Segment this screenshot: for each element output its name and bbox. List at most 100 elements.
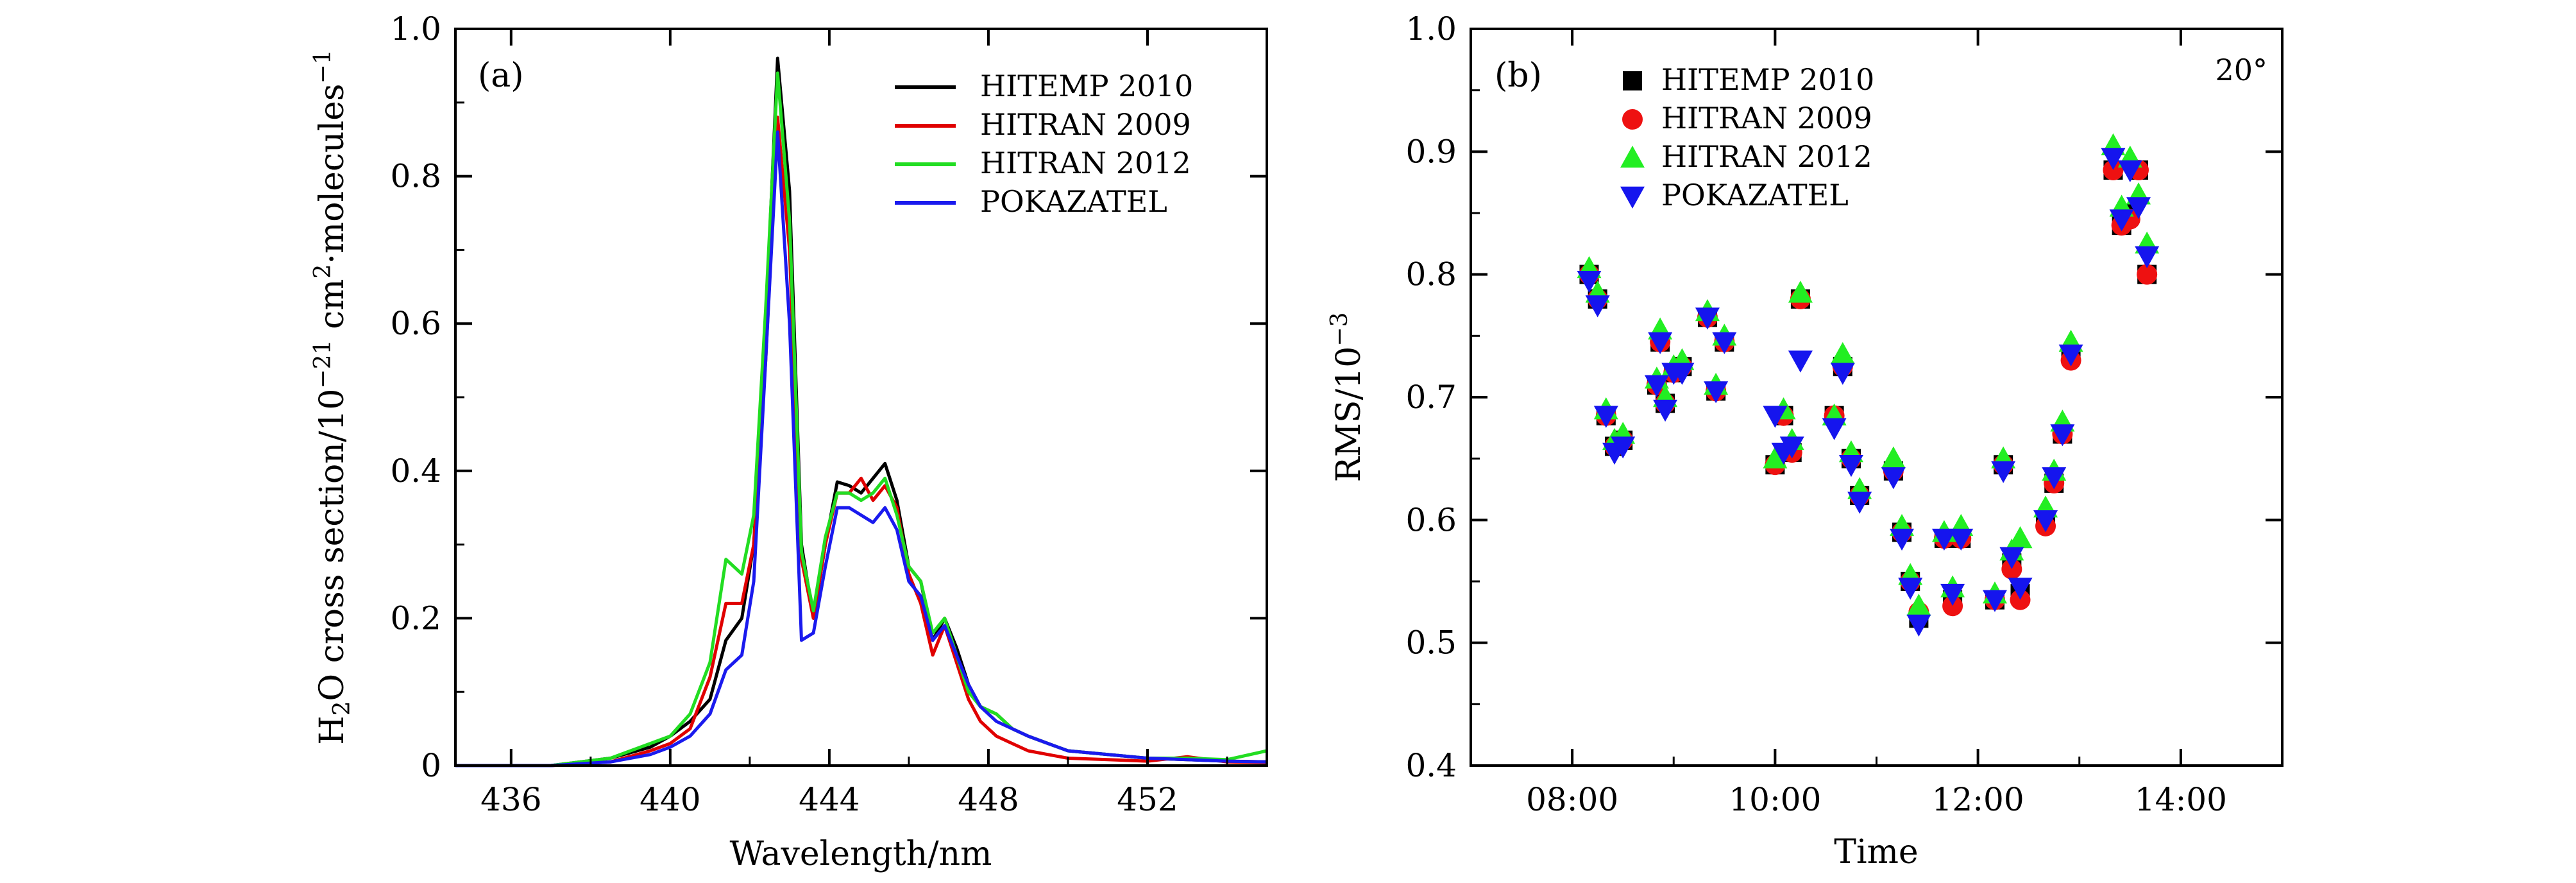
b-point <box>1881 467 1906 490</box>
b-point <box>1670 363 1695 385</box>
b-point <box>2101 148 2126 170</box>
b-y-tick-label: 0.5 <box>1405 624 1457 662</box>
b-point <box>1822 418 1847 440</box>
a-legend-label: HITRAN 2012 <box>980 146 1191 180</box>
b-point <box>2008 526 2033 549</box>
b-point <box>2010 589 2031 610</box>
b-point <box>1890 528 1915 551</box>
a-y-tick-label: 0.8 <box>390 158 441 195</box>
b-point <box>1838 455 1863 477</box>
a-legend: HITEMP 2010 HITRAN 2009 HITRAN 2012 POKAZAT… <box>895 69 1193 219</box>
a-y-axis-label: H2O cross section/10−21 cm2·molecules−1 <box>310 49 355 744</box>
b-point <box>1982 590 2007 612</box>
a-legend-label: HITRAN 2009 <box>980 107 1191 142</box>
b-point <box>2135 246 2160 268</box>
a-ylabel-sup2: 2 <box>310 264 336 279</box>
b-point <box>1830 363 1855 385</box>
b-point <box>1648 332 1673 354</box>
b-legend-label: HITEMP 2010 <box>1661 62 1874 97</box>
b-legend-label: HITRAN 2012 <box>1661 139 1872 174</box>
b-y-tick-label: 0.6 <box>1405 501 1457 538</box>
a-x-axis-label: Wavelength/nm <box>730 835 992 873</box>
b-point <box>1788 350 1813 373</box>
a-panel-label: (a) <box>478 56 524 95</box>
a-ylabel-mid2: cm <box>313 279 352 340</box>
b-point <box>1644 375 1669 397</box>
b-x-tick-label: 14:00 <box>2135 781 2227 818</box>
b-point <box>1991 461 2016 483</box>
b-x-tick-label: 10:00 <box>1729 781 1821 818</box>
b-y-tick-label: 0.9 <box>1405 133 1457 170</box>
a-y-tick-label: 0.6 <box>390 305 441 342</box>
b-point <box>1704 381 1729 404</box>
b-point <box>1779 436 1804 459</box>
b-point <box>2103 160 2124 181</box>
b-point <box>1906 594 1931 616</box>
a-series-line-3 <box>455 130 1267 767</box>
b-point <box>1788 280 1813 303</box>
b-point <box>1593 406 1618 428</box>
b-point <box>1847 492 1872 514</box>
a-legend-label: POKAZATEL <box>980 184 1167 219</box>
a-x-ticks: 436 440 444 448 452 <box>480 29 1228 818</box>
b-point <box>2117 160 2142 183</box>
b-point <box>1763 446 1788 468</box>
a-y-ticks: 0 0.2 0.4 0.6 0.8 1.0 <box>390 10 1267 784</box>
b-legend-marker <box>1620 146 1645 168</box>
panel-a: 436 440 444 448 452 0 0.2 0.4 0.6 0.8 1.0 (a) Wav… <box>310 10 1268 873</box>
b-point <box>2050 424 2075 447</box>
b-x-tick-label: 08:00 <box>1526 781 1618 818</box>
b-ylabel-sup: −3 <box>1326 313 1353 347</box>
a-ylabel-mid: O cross section/10 <box>313 388 352 701</box>
a-series-line-1 <box>455 116 1267 767</box>
b-point <box>1763 406 1788 428</box>
b-point <box>1999 547 2024 569</box>
b-point <box>2001 558 2022 579</box>
a-ylabel-prefix: H <box>313 716 352 744</box>
b-point <box>1898 578 1923 600</box>
b-x-ticks: 08:00 10:00 12:00 14:00 <box>1526 29 2227 818</box>
b-series-3 <box>1577 148 2160 637</box>
b-point <box>1585 295 1610 318</box>
b-x-tick-label: 12:00 <box>1932 781 2024 818</box>
a-ylabel-sub: 2 <box>329 701 355 716</box>
a-y-tick-label: 0.4 <box>390 452 441 490</box>
b-point <box>1830 342 1855 364</box>
b-plot-frame <box>1470 28 2284 767</box>
b-legend-marker <box>1620 186 1645 209</box>
b-x-axis-label: Time <box>1834 833 1918 871</box>
b-point <box>1949 528 1974 551</box>
b-legend-label: POKAZATEL <box>1661 178 1849 212</box>
b-point <box>1577 271 1602 293</box>
a-ylabel-mid3: ·molecules <box>313 83 352 264</box>
b-legend-marker <box>1622 109 1643 130</box>
b-point <box>2109 209 2134 232</box>
a-x-tick-label: 452 <box>1117 781 1178 818</box>
b-point <box>2008 578 2033 600</box>
a-x-tick-label: 444 <box>799 781 860 818</box>
b-point <box>1653 399 1678 422</box>
a-y-tick-label: 0.2 <box>390 599 441 637</box>
b-point <box>1695 307 1720 330</box>
b-panel-label: (b) <box>1495 56 1542 95</box>
b-point <box>1940 583 1965 606</box>
b-y-axis-label: RMS/10−3 <box>1326 313 1368 483</box>
a-x-tick-label: 448 <box>958 781 1019 818</box>
b-y-tick-label: 1.0 <box>1405 10 1457 47</box>
panel-b: 08:00 10:00 12:00 14:00 0.4 0.5 0.6 0.7 0.8 0.9 1… <box>1326 10 2284 871</box>
b-point <box>2042 467 2067 490</box>
b-point <box>1931 528 1956 551</box>
a-y-tick-label: 0 <box>421 747 441 784</box>
b-legend-marker <box>1623 71 1642 90</box>
b-y-tick-label: 0.8 <box>1405 256 1457 293</box>
b-ylabel-prefix: RMS/10 <box>1330 347 1368 483</box>
b-y-tick-label: 0.4 <box>1405 747 1457 784</box>
b-point <box>1611 436 1636 459</box>
a-ylabel-sup3: −1 <box>310 49 336 83</box>
b-point <box>2058 344 2083 367</box>
b-angle-annotation: 20° <box>2215 53 2267 87</box>
a-series-lines <box>455 56 1267 767</box>
b-y-tick-label: 0.7 <box>1405 379 1457 416</box>
